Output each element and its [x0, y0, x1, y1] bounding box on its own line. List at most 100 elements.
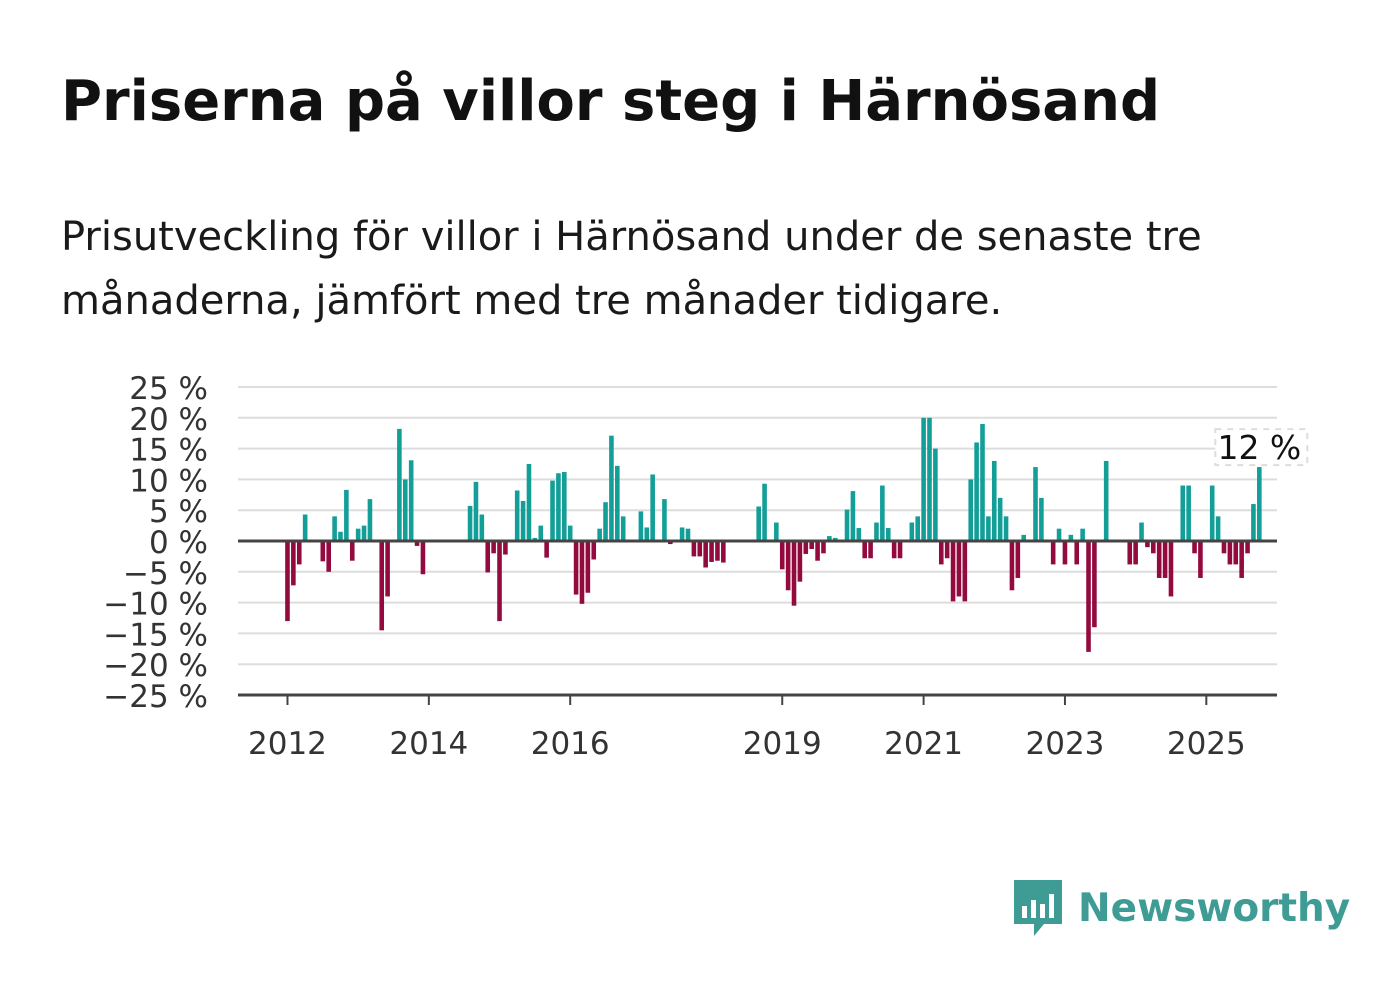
bar	[891, 541, 897, 559]
bars	[285, 417, 1262, 652]
bar	[591, 541, 597, 560]
bar	[609, 435, 614, 541]
bar	[944, 541, 950, 559]
y-tick-label: 25 %	[129, 371, 208, 407]
bar	[1009, 541, 1015, 591]
bar	[856, 528, 862, 541]
bar	[974, 442, 979, 541]
bar	[1092, 541, 1097, 628]
bar	[544, 541, 549, 558]
bar	[414, 541, 420, 546]
bar	[1074, 541, 1080, 565]
bar	[485, 541, 491, 573]
bar	[326, 541, 331, 572]
bar	[520, 500, 526, 541]
bar	[1257, 467, 1262, 541]
bar	[579, 541, 585, 604]
bar	[962, 541, 968, 602]
bar	[1086, 541, 1091, 652]
bar	[1156, 541, 1162, 578]
bar	[1209, 485, 1215, 541]
bar	[556, 473, 561, 541]
bar	[1251, 504, 1256, 541]
bar	[927, 417, 932, 541]
bar	[402, 479, 408, 541]
bar	[709, 541, 714, 562]
bar	[679, 527, 685, 541]
bar	[467, 505, 473, 541]
x-tick-label: 2019	[743, 726, 822, 762]
bar	[662, 499, 667, 541]
bar	[1233, 541, 1239, 565]
bar	[650, 474, 655, 541]
bar	[691, 541, 697, 557]
x-tick-label: 2016	[531, 726, 610, 762]
bar	[361, 525, 367, 541]
x-tick-label: 2023	[1026, 726, 1105, 762]
bar	[296, 541, 302, 565]
bar	[697, 541, 703, 557]
y-tick-label: 10 %	[129, 463, 208, 499]
bar	[950, 541, 956, 602]
bar	[1221, 541, 1227, 554]
bar	[715, 541, 720, 561]
bar	[991, 460, 997, 541]
y-tick-label: 0 %	[149, 525, 208, 561]
bar	[567, 525, 573, 541]
bar	[868, 541, 873, 559]
bar	[762, 483, 767, 541]
bar	[585, 541, 591, 593]
chart-subtitle: Prisutveckling för villor i Härnösand un…	[61, 214, 1202, 324]
bar	[685, 528, 691, 541]
x-tick-label: 2021	[884, 726, 963, 762]
y-tick-label: −20 %	[103, 648, 208, 684]
bar	[956, 541, 962, 597]
bar	[1062, 541, 1068, 565]
bar	[479, 514, 485, 541]
tick-labels: 25 %20 %15 %10 %5 %0 %−5 %−10 %−15 %−20 …	[103, 371, 1246, 762]
bar	[526, 464, 532, 541]
last-value-annotation: 12 %	[1214, 428, 1309, 467]
bar	[597, 528, 602, 541]
bar	[938, 541, 944, 565]
bar	[850, 491, 856, 541]
bar	[862, 541, 867, 559]
bar	[797, 541, 803, 582]
bar	[986, 516, 991, 541]
bar	[809, 541, 814, 550]
bar	[562, 472, 567, 541]
bar	[367, 499, 373, 541]
bar	[703, 541, 708, 568]
bar	[1127, 541, 1133, 565]
bar	[1180, 485, 1186, 541]
bar	[915, 516, 920, 541]
bar	[408, 460, 414, 541]
brand-name: Newsworthy	[1078, 885, 1351, 931]
bar	[338, 531, 343, 541]
bar	[821, 541, 826, 554]
bar	[1239, 541, 1244, 578]
bar	[1056, 528, 1062, 541]
bar	[1151, 541, 1156, 554]
newsworthy-logo: Newsworthy	[1010, 876, 1350, 940]
chart-title: Priserna på villor steg i Härnösand	[61, 69, 1161, 134]
y-tick-label: 20 %	[129, 402, 208, 438]
bar	[832, 537, 838, 541]
x-tick-label: 2012	[248, 726, 327, 762]
bar	[550, 480, 555, 541]
bar	[1080, 528, 1085, 541]
bar	[332, 516, 337, 541]
bar	[803, 541, 809, 554]
bar	[615, 465, 620, 541]
bar	[532, 537, 538, 541]
bar	[756, 506, 761, 541]
bar	[514, 490, 520, 541]
bar	[785, 541, 791, 591]
bar	[420, 541, 426, 575]
bar	[603, 502, 608, 541]
bar	[1162, 541, 1168, 578]
bar	[1103, 460, 1109, 541]
bar	[885, 528, 891, 541]
chart-bubble-icon	[1014, 880, 1062, 936]
y-tick-label: −10 %	[103, 587, 208, 623]
